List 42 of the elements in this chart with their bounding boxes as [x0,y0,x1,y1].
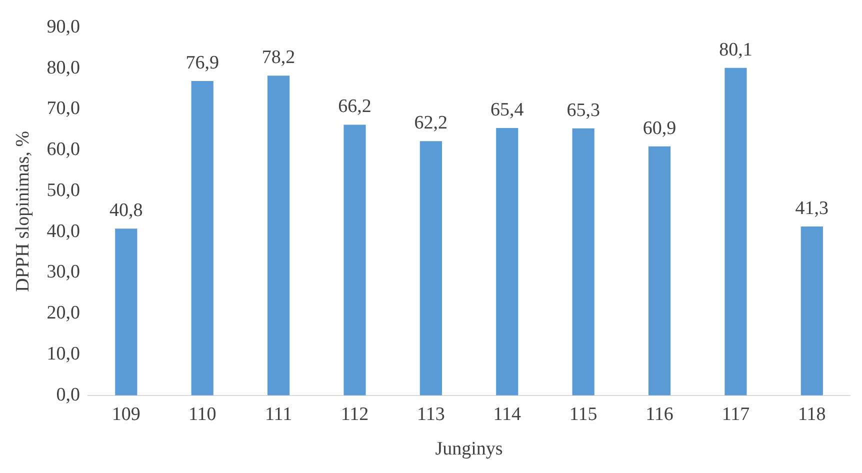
data-label: 78,2 [262,47,296,68]
data-label: 41,3 [795,198,829,220]
y-tick-label: 70,0 [46,98,80,120]
y-tick-label: 80,0 [46,57,80,78]
y-tick-label: 20,0 [46,302,80,324]
y-tick-label: 90,0 [46,16,80,38]
bar [724,68,747,396]
x-tick-label: 112 [340,404,369,425]
x-tick-label: 110 [188,404,216,425]
data-label: 76,9 [186,52,219,74]
y-tick-label: 40,0 [46,220,80,242]
y-tick-label: 0,0 [56,384,80,406]
bar [572,128,594,396]
data-label: 40,8 [110,200,143,222]
x-tick-label: 115 [569,404,598,425]
data-label: 66,2 [338,96,372,118]
y-tick-label: 50,0 [46,180,80,201]
x-tick-label: 111 [264,404,292,425]
bar [496,128,518,396]
data-label: 80,1 [719,39,752,60]
data-label: 65,3 [566,100,600,121]
data-label: 65,4 [490,99,524,120]
y-axis-title: DPPH slopinimas, % [12,130,34,292]
y-tick-label: 30,0 [46,262,80,283]
bar [191,80,214,396]
bar [115,228,138,396]
x-tick-label: 117 [722,404,750,425]
bar [648,146,671,396]
x-tick-label: 118 [798,404,826,425]
bar [420,141,442,396]
x-axis-title: Junginys [435,438,503,460]
data-label: 60,9 [642,118,676,139]
x-tick-label: 116 [646,404,674,425]
y-tick-label: 60,0 [46,139,80,160]
bar [800,226,823,396]
bar [344,124,366,396]
x-tick-label: 109 [112,404,140,425]
x-tick-label: 113 [417,404,445,425]
data-label: 62,2 [414,112,448,134]
x-tick-label: 114 [493,404,522,425]
y-tick-label: 10,0 [46,343,80,364]
bar [267,76,290,396]
